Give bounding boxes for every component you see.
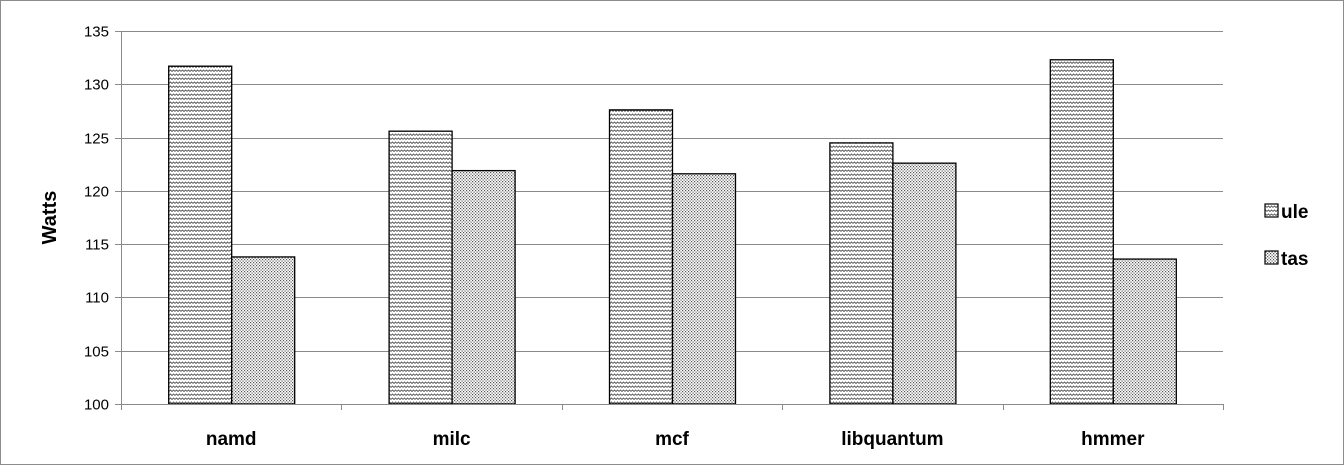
- y-tick-label: 100: [84, 397, 109, 414]
- bar-tas-milc: [451, 169, 516, 405]
- y-tick-label: 120: [84, 184, 109, 201]
- bar-tas-libquantum: [892, 162, 957, 405]
- legend-swatch-ule: [1264, 203, 1279, 218]
- bar-ule-libquantum: [829, 142, 894, 405]
- bar-tas-mcf: [671, 173, 737, 405]
- x-category-label: libquantum: [841, 429, 943, 450]
- bar-ule-namd: [168, 65, 233, 405]
- legend-swatch-tas: [1264, 250, 1279, 265]
- y-tick-label: 135: [84, 24, 109, 41]
- legend: ule tas: [1264, 202, 1308, 270]
- x-category-label: hmmer: [1081, 429, 1145, 450]
- bar-tas-namd: [231, 256, 296, 405]
- y-axis-title: Watts: [39, 191, 61, 245]
- y-tick-label: 110: [85, 290, 109, 307]
- bar-ule-mcf: [608, 109, 674, 405]
- bars: [168, 59, 1177, 405]
- y-tick-label: 105: [84, 344, 109, 361]
- y-tick-label: 115: [85, 237, 109, 254]
- y-tick-label: 130: [84, 77, 109, 94]
- x-category-label: milc: [433, 429, 471, 450]
- x-category-label: mcf: [655, 429, 689, 450]
- legend-label-ule: ule: [1281, 202, 1308, 223]
- axes: [115, 31, 1224, 410]
- labels: 100 105 110 115 120 125 130 135 namd milc mcf libqu…: [39, 24, 1145, 451]
- legend-label-tas: tas: [1281, 249, 1308, 270]
- bar-ule-milc: [388, 130, 453, 405]
- bar-ule-hmmer: [1049, 59, 1114, 405]
- bar-tas-hmmer: [1112, 258, 1177, 405]
- y-tick-label: 125: [84, 131, 109, 148]
- x-category-label: namd: [206, 429, 257, 450]
